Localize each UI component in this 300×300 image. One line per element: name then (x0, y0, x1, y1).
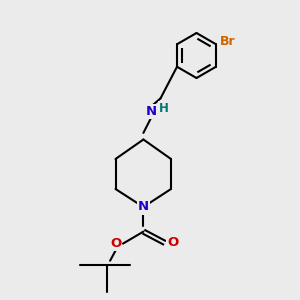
Text: O: O (110, 237, 121, 250)
Text: Br: Br (220, 35, 235, 48)
Text: N: N (138, 200, 149, 214)
Text: H: H (159, 101, 169, 115)
Text: N: N (146, 105, 157, 118)
Text: O: O (167, 236, 178, 250)
